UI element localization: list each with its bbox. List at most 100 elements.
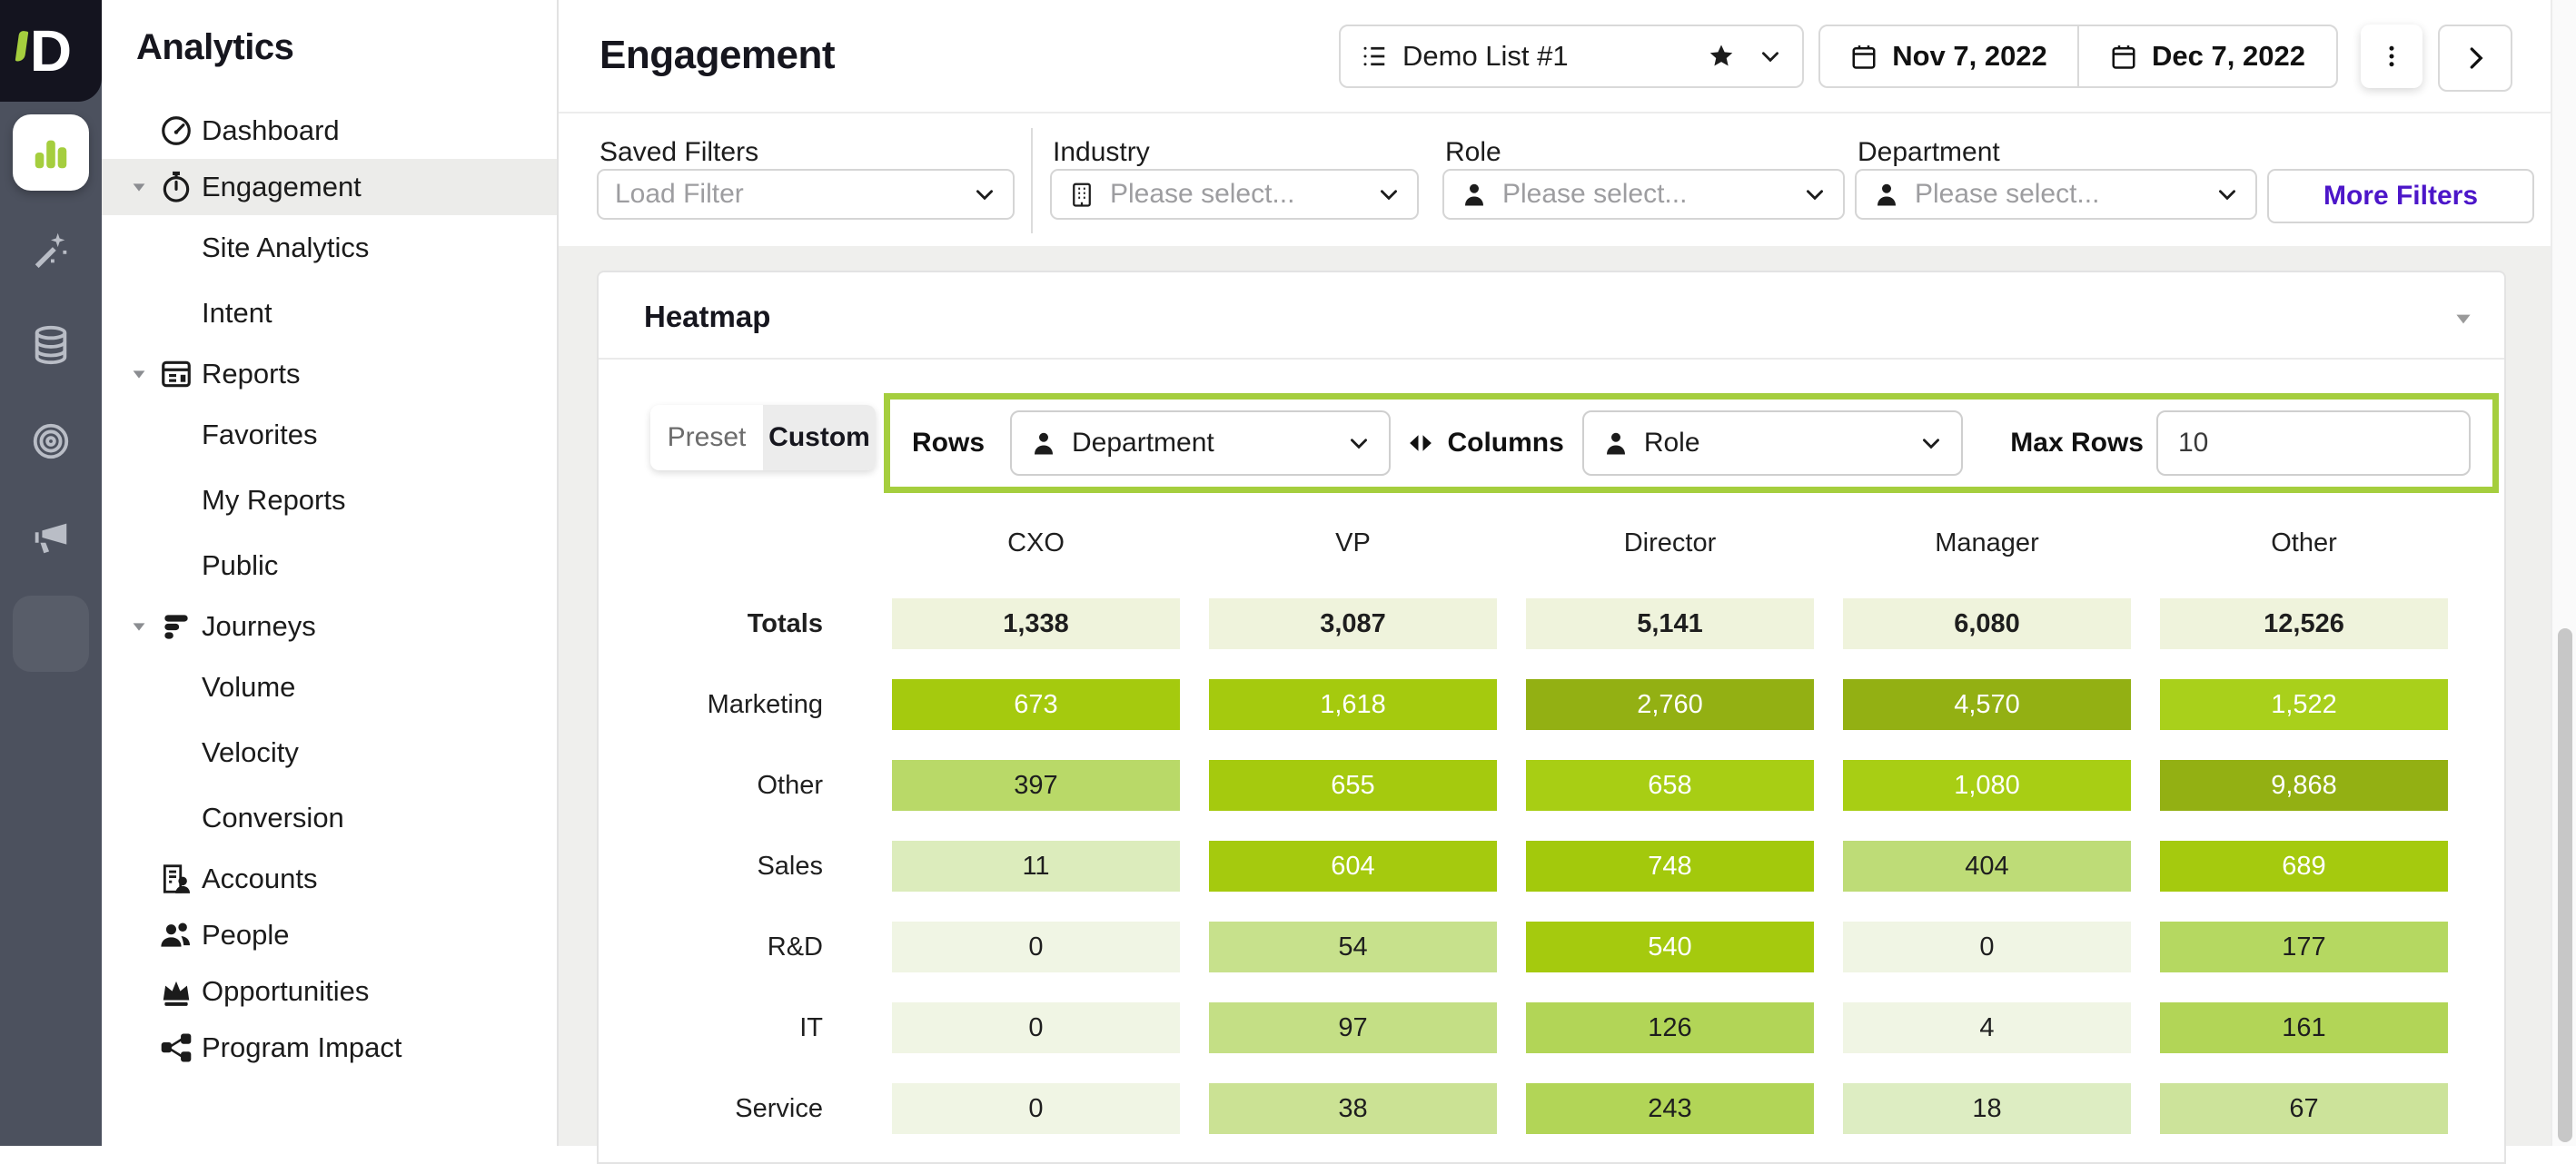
heatmap-cell[interactable]: 11 (892, 841, 1180, 892)
sidebar-item-label: Site Analytics (202, 232, 370, 263)
heatmap-title: Heatmap (644, 300, 771, 333)
heatmap-cell[interactable]: 4 (1843, 1002, 2131, 1053)
heatmap-cell[interactable]: 5,141 (1526, 598, 1814, 649)
saved-filters-select[interactable]: Load Filter (597, 169, 1015, 220)
caret-down-icon[interactable] (127, 177, 151, 197)
sidebar-nav: Dashboard Engagement Site Analytics Intent R… (102, 103, 557, 1076)
heatmap-cell[interactable]: 0 (892, 922, 1180, 972)
collapse-panel-button[interactable] (2438, 25, 2512, 92)
sidebar-item-accounts[interactable]: Accounts (102, 851, 557, 907)
caret-down-icon[interactable] (127, 617, 151, 636)
calendar-icon (2110, 43, 2137, 70)
heatmap-cell[interactable]: 1,522 (2160, 679, 2448, 730)
sidebar-item-engagement[interactable]: Engagement (102, 159, 557, 215)
heatmap-panel: Heatmap Preset Custom Rows Department Co… (597, 271, 2506, 1164)
sidebar-item-dashboard[interactable]: Dashboard (102, 103, 557, 159)
heatmap-cell[interactable]: 604 (1209, 841, 1497, 892)
heatmap-cell[interactable]: 18 (1843, 1083, 2131, 1134)
rail-item-target[interactable] (13, 403, 89, 479)
sidebar-item-public[interactable]: Public (102, 533, 557, 598)
end-date-button[interactable]: Dec 7, 2022 (2079, 26, 2336, 86)
heatmap-cell[interactable]: 397 (892, 760, 1180, 811)
sidebar-item-my-reports[interactable]: My Reports (102, 468, 557, 533)
heatmap-cell[interactable]: 54 (1209, 922, 1497, 972)
rail-item-database[interactable] (13, 307, 89, 383)
more-filters-button[interactable]: More Filters (2267, 169, 2534, 223)
chevron-down-icon (973, 182, 996, 206)
collapse-caret-icon[interactable] (2452, 307, 2475, 330)
heatmap-cell[interactable]: 0 (1843, 922, 2131, 972)
industry-label: Industry (1053, 137, 1150, 167)
heatmap-cell[interactable]: 97 (1209, 1002, 1497, 1053)
heatmap-cell[interactable]: 404 (1843, 841, 2131, 892)
scrollbar-thumb[interactable] (2558, 628, 2572, 1142)
start-date-button[interactable]: Nov 7, 2022 (1820, 26, 2079, 86)
heatmap-cell[interactable]: 655 (1209, 760, 1497, 811)
more-options-button[interactable] (2361, 25, 2422, 88)
sidebar-item-velocity[interactable]: Velocity (102, 720, 557, 785)
vertical-scrollbar[interactable] (2551, 0, 2576, 1146)
swap-axes-icon[interactable] (1407, 429, 1434, 457)
heatmap-row-label: Sales (757, 851, 823, 881)
heatmap-cell[interactable]: 1,338 (892, 598, 1180, 649)
sidebar-item-favorites[interactable]: Favorites (102, 402, 557, 468)
heatmap-cell[interactable]: 12,526 (2160, 598, 2448, 649)
caret-down-icon[interactable] (127, 364, 151, 384)
tab-custom[interactable]: Custom (763, 405, 876, 470)
sidebar-item-volume[interactable]: Volume (102, 655, 557, 720)
app-logo[interactable]: D (0, 0, 102, 102)
sidebar-item-program-impact[interactable]: Program Impact (102, 1020, 557, 1076)
heatmap-cell[interactable]: 0 (892, 1002, 1180, 1053)
sidebar-item-conversion[interactable]: Conversion (102, 785, 557, 851)
favorite-star-icon[interactable] (1708, 43, 1735, 70)
filter-bar: Saved Filters Load Filter Industry Pleas… (557, 113, 2576, 248)
heatmap-cell[interactable]: 748 (1526, 841, 1814, 892)
sidebar-item-intent[interactable]: Intent (102, 281, 557, 346)
database-icon (30, 324, 72, 366)
heatmap-cell[interactable]: 658 (1526, 760, 1814, 811)
chevron-down-icon (1347, 431, 1371, 455)
page-title: Engagement (599, 33, 836, 77)
tab-preset[interactable]: Preset (650, 405, 763, 470)
sidebar-item-label: Favorites (202, 419, 318, 450)
heatmap-cell[interactable]: 38 (1209, 1083, 1497, 1134)
opportunities-icon (156, 974, 196, 1009)
columns-select-value: Role (1643, 428, 1700, 458)
heatmap-cell[interactable]: 161 (2160, 1002, 2448, 1053)
rail-item-ghost-tile[interactable] (13, 596, 89, 672)
heatmap-cell[interactable]: 673 (892, 679, 1180, 730)
columns-select[interactable]: Role (1581, 410, 1964, 476)
heatmap-cell[interactable]: 6,080 (1843, 598, 2131, 649)
role-select[interactable]: Please select... (1442, 169, 1845, 220)
sidebar-item-people[interactable]: People (102, 907, 557, 963)
rail-item-bar-chart[interactable] (13, 114, 89, 191)
heatmap-cell[interactable]: 689 (2160, 841, 2448, 892)
sidebar-item-site-analytics[interactable]: Site Analytics (102, 215, 557, 281)
heatmap-cell[interactable]: 2,760 (1526, 679, 1814, 730)
heatmap-cell[interactable]: 9,868 (2160, 760, 2448, 811)
heatmap-cell[interactable]: 3,087 (1209, 598, 1497, 649)
rows-select[interactable]: Department (1010, 410, 1392, 476)
heatmap-cell[interactable]: 67 (2160, 1083, 2448, 1134)
chevron-down-icon[interactable] (1759, 44, 1782, 68)
sidebar-item-opportunities[interactable]: Opportunities (102, 963, 557, 1020)
ghost-tile-icon (30, 613, 72, 655)
heatmap-cell[interactable]: 540 (1526, 922, 1814, 972)
heatmap-row-label: Marketing (707, 689, 823, 719)
list-selector[interactable]: Demo List #1 (1339, 25, 1804, 88)
heatmap-cell[interactable]: 4,570 (1843, 679, 2131, 730)
brand-title: Analytics (136, 27, 294, 67)
max-rows-input[interactable] (2155, 410, 2471, 476)
heatmap-cell[interactable]: 243 (1526, 1083, 1814, 1134)
rail-item-megaphone[interactable] (13, 499, 89, 576)
rail-item-magic-wand[interactable] (13, 211, 89, 287)
heatmap-cell[interactable]: 126 (1526, 1002, 1814, 1053)
heatmap-cell[interactable]: 0 (892, 1083, 1180, 1134)
heatmap-cell[interactable]: 177 (2160, 922, 2448, 972)
sidebar-item-journeys[interactable]: Journeys (102, 598, 557, 655)
sidebar-item-reports[interactable]: Reports (102, 346, 557, 402)
department-select[interactable]: Please select... (1855, 169, 2257, 220)
heatmap-cell[interactable]: 1,080 (1843, 760, 2131, 811)
industry-select[interactable]: Please select... (1050, 169, 1419, 220)
heatmap-cell[interactable]: 1,618 (1209, 679, 1497, 730)
